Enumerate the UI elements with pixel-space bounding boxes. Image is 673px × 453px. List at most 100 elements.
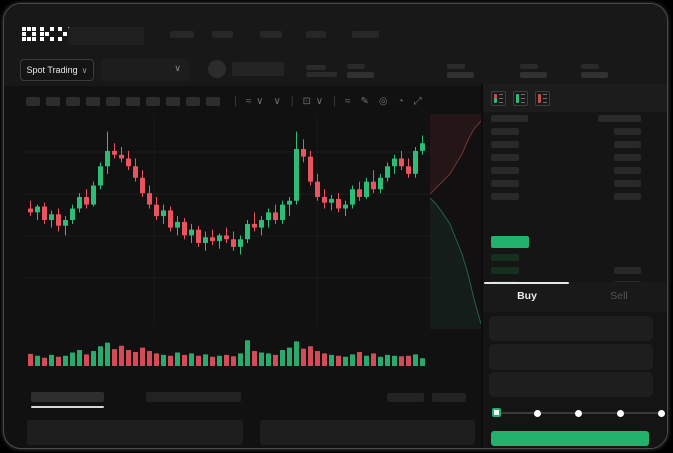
bottom-tab-2[interactable] <box>146 392 241 402</box>
ask-amount-placeholder[interactable] <box>614 128 641 135</box>
nav-item-2[interactable] <box>212 31 233 38</box>
orderbook <box>483 112 667 302</box>
timeframe-slot-6[interactable] <box>126 97 140 106</box>
bid-price-placeholder[interactable] <box>491 267 519 275</box>
stat-value-placeholder <box>581 72 608 78</box>
slider-stop-4[interactable] <box>657 410 665 417</box>
timeframe-slot-2[interactable] <box>46 97 60 106</box>
logo-wordmark-placeholder <box>68 27 144 45</box>
timeframe-slot-5[interactable] <box>106 97 120 106</box>
ask-price-placeholder[interactable] <box>491 154 519 161</box>
timeframe-slot-1[interactable] <box>26 97 40 106</box>
app-window: Spot Trading ∨ ∨ | ≈ ∨ ∨ | ⊡ ∨ | ≈ ✎ ◎ ◔ ⤢ <box>3 3 668 449</box>
timeframe-slot-9[interactable] <box>186 97 200 106</box>
bottom-action-1[interactable] <box>387 393 424 402</box>
pair-dropdown[interactable]: ∨ <box>101 59 189 81</box>
logo-glyph-k <box>40 27 54 41</box>
slider-stop-2[interactable] <box>575 410 583 417</box>
orderbook-asks-icon[interactable] <box>535 91 550 106</box>
ask-price-placeholder[interactable] <box>491 141 519 148</box>
nav-item-4[interactable] <box>306 31 326 38</box>
ask-price-placeholder[interactable] <box>491 128 519 135</box>
asks-depth-area <box>430 114 481 194</box>
separator: | <box>333 95 336 107</box>
combined-bars <box>494 94 497 103</box>
slider-stop-3[interactable] <box>616 410 624 417</box>
orderbook-bids-icon[interactable] <box>513 91 528 106</box>
asks-depth-line <box>429 120 482 195</box>
icon-lines <box>543 94 547 103</box>
ask-amount-placeholder[interactable] <box>614 141 641 148</box>
price-chart[interactable] <box>24 116 430 368</box>
orders-panel-1 <box>27 420 243 445</box>
price-line-placeholder <box>306 65 326 70</box>
price-field[interactable] <box>489 344 653 370</box>
ask-amount-placeholder[interactable] <box>614 193 641 200</box>
timeframe-slot-3[interactable] <box>66 97 80 106</box>
buy-submit-button[interactable] <box>491 431 649 446</box>
ask-price-placeholder[interactable] <box>491 193 519 200</box>
bids-depth-line <box>429 197 482 325</box>
buy-sell-tabs: Buy Sell <box>483 282 667 312</box>
fullscreen-icon[interactable]: ⤢ <box>413 95 423 107</box>
chevron-down-icon: ∨ <box>81 65 88 75</box>
line-style-icon[interactable]: ≈ ∨ <box>245 95 265 107</box>
stat-label-placeholder <box>447 64 465 69</box>
asks-bar <box>538 94 541 103</box>
bid-amount-placeholder[interactable] <box>614 267 641 275</box>
tab-buy[interactable]: Buy <box>517 290 537 302</box>
ask-amount-placeholder[interactable] <box>614 154 641 161</box>
ask-price-placeholder[interactable] <box>491 167 519 174</box>
candlestick-volume-svg <box>24 116 430 366</box>
orderbook-header-amount <box>598 115 641 122</box>
ask-price-placeholder[interactable] <box>491 180 519 187</box>
screenshot-icon[interactable]: ◎ <box>378 95 389 107</box>
bottom-action-2[interactable] <box>432 393 466 402</box>
bid-price-placeholder[interactable] <box>491 254 519 261</box>
orderbook-combined-icon[interactable] <box>491 91 506 106</box>
last-price-badge[interactable] <box>491 236 529 248</box>
nav-item-1[interactable] <box>170 31 194 38</box>
orders-panel-2 <box>260 420 475 445</box>
bids-bar <box>516 94 519 103</box>
stat-value-placeholder <box>347 72 374 78</box>
pair-coin-icon[interactable] <box>208 60 226 78</box>
stat-label-placeholder <box>581 64 599 69</box>
timeframe-slot-7[interactable] <box>146 97 160 106</box>
amount-field[interactable] <box>489 372 653 397</box>
timeframe-slot-10[interactable] <box>206 97 220 106</box>
ask-amount-placeholder[interactable] <box>614 167 641 174</box>
timer-icon[interactable]: ◔ <box>397 95 405 107</box>
pair-name-placeholder <box>232 62 284 76</box>
order-type-field[interactable] <box>489 316 653 341</box>
nav-item-5[interactable] <box>352 31 379 38</box>
separator: | <box>234 95 237 107</box>
stat-label-placeholder <box>347 64 365 69</box>
drawing-tools-icon[interactable]: ✎ <box>360 95 370 107</box>
orderbook-header-price <box>491 115 528 122</box>
bottom-tab-underline <box>31 406 104 408</box>
okx-logo <box>22 27 72 41</box>
separator: | <box>290 95 294 107</box>
bids-depth-area <box>430 198 481 329</box>
amount-slider-handle[interactable] <box>492 408 501 417</box>
market-type-selector[interactable]: Spot Trading ∨ <box>20 59 94 81</box>
orderbook-view-toggle <box>483 84 667 112</box>
market-type-label: Spot Trading <box>26 65 78 75</box>
nav-item-3[interactable] <box>260 31 282 38</box>
style-chevron-icon[interactable]: ∨ <box>273 95 282 107</box>
price-line2-placeholder <box>306 72 337 77</box>
bottom-tab-active[interactable] <box>31 392 104 402</box>
tab-sell[interactable]: Sell <box>610 290 628 302</box>
stat-value-placeholder <box>520 72 547 78</box>
ask-amount-placeholder[interactable] <box>614 180 641 187</box>
indicators-icon[interactable]: ≈ <box>344 95 352 107</box>
logo-glyph-o <box>22 27 36 41</box>
timeframe-slot-8[interactable] <box>166 97 180 106</box>
depth-svg <box>429 114 482 329</box>
slider-stop-1[interactable] <box>534 410 542 417</box>
depth-chart[interactable] <box>429 114 482 329</box>
chart-type-icon[interactable]: ⊡ ∨ <box>302 95 325 107</box>
timeframe-slot-4[interactable] <box>86 97 100 106</box>
